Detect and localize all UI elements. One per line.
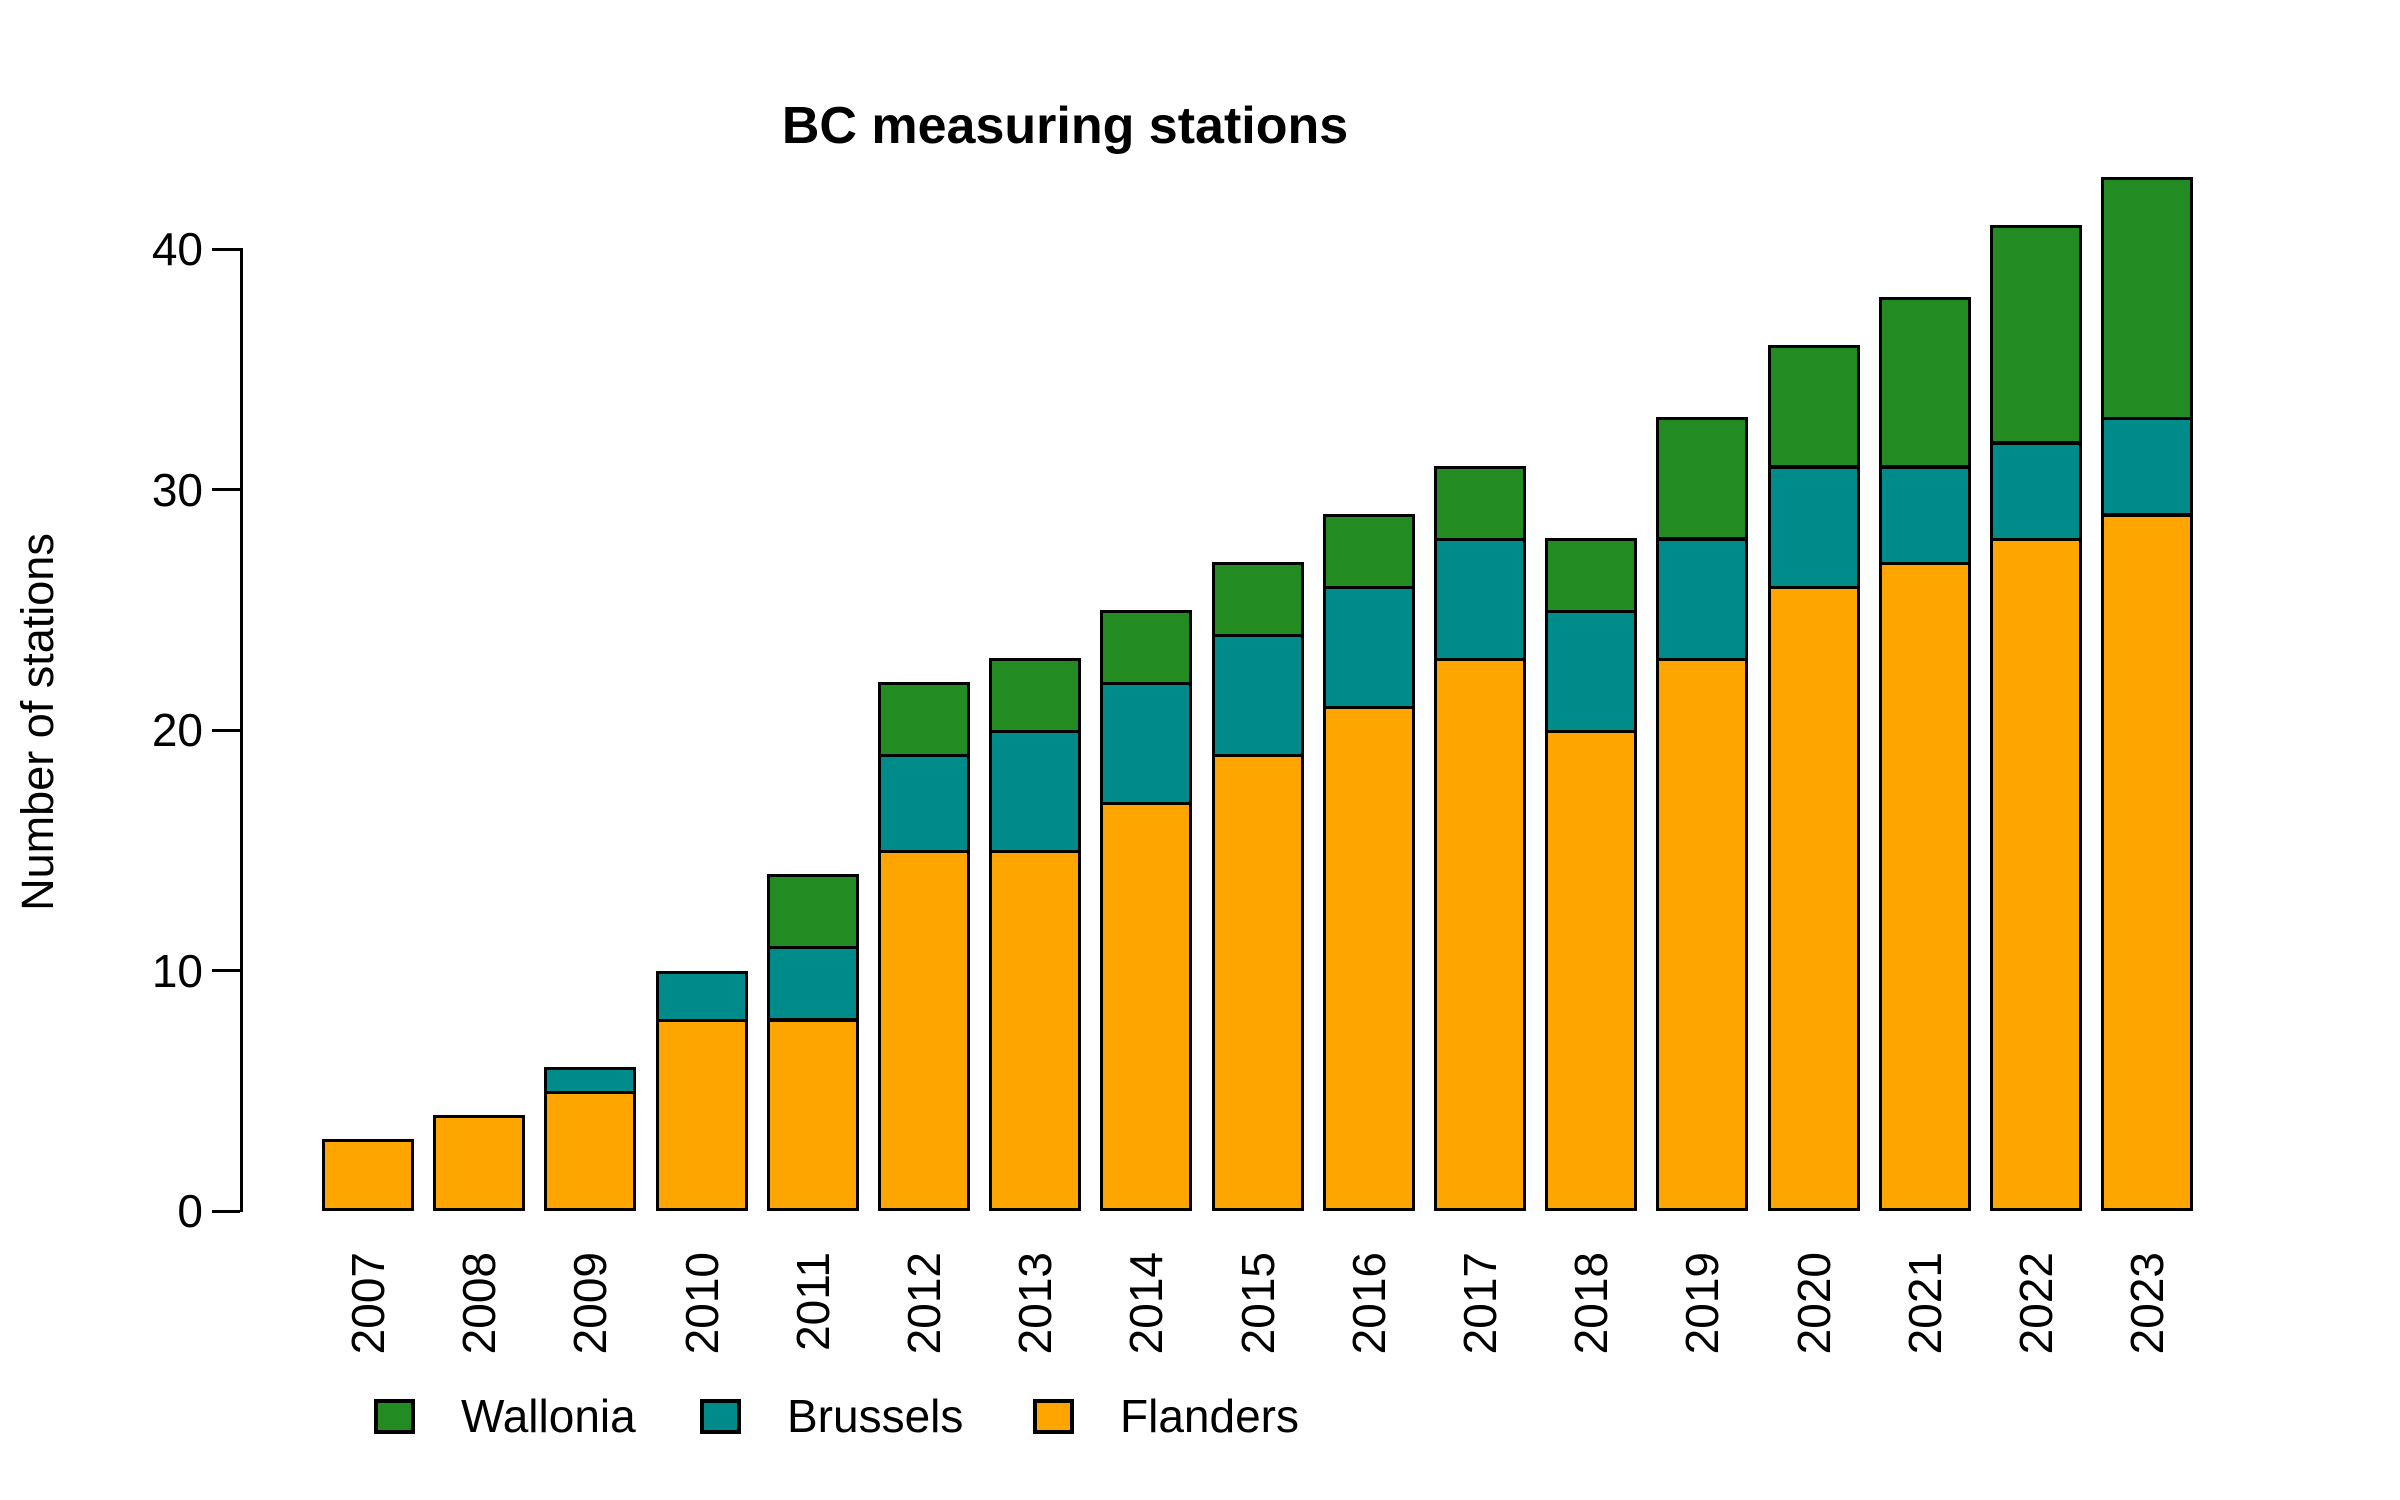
bar-segment-wallonia-2015 xyxy=(1212,562,1304,637)
y-tick-label: 20 xyxy=(151,704,203,757)
bar-segment-brussels-2011 xyxy=(767,946,859,1021)
bar-segment-brussels-2021 xyxy=(1879,466,1971,565)
bar-segment-flanders-2020 xyxy=(1768,586,1860,1211)
bar-segment-wallonia-2011 xyxy=(767,874,859,949)
bar-segment-brussels-2022 xyxy=(1990,442,2082,541)
y-tick-mark xyxy=(212,728,240,732)
bar-segment-wallonia-2019 xyxy=(1656,417,1748,540)
y-tick-mark xyxy=(212,969,240,973)
bar-segment-flanders-2014 xyxy=(1100,802,1192,1211)
bar-segment-brussels-2013 xyxy=(989,730,1081,853)
x-tick-label-2020: 2020 xyxy=(1787,1252,1840,1355)
legend-item-flanders: Flanders xyxy=(1033,1392,1299,1440)
bar-segment-flanders-2013 xyxy=(989,850,1081,1211)
bar-segment-wallonia-2020 xyxy=(1768,345,1860,468)
bar-segment-flanders-2007 xyxy=(322,1139,414,1211)
bar-segment-wallonia-2018 xyxy=(1545,538,1637,613)
bar-segment-flanders-2015 xyxy=(1212,754,1304,1211)
bar-segment-wallonia-2021 xyxy=(1879,297,1971,468)
legend-label: Flanders xyxy=(1120,1390,1299,1442)
x-tick-label-2016: 2016 xyxy=(1342,1252,1395,1355)
bar-segment-flanders-2009 xyxy=(544,1091,636,1211)
legend-label: Brussels xyxy=(787,1390,964,1442)
bar-segment-flanders-2016 xyxy=(1323,706,1415,1211)
x-tick-label-2022: 2022 xyxy=(2010,1252,2062,1355)
x-tick-label-2023: 2023 xyxy=(2121,1252,2174,1355)
chart-title: BC measuring stations xyxy=(781,97,1349,155)
y-tick-label: 10 xyxy=(151,944,203,997)
y-tick-mark xyxy=(212,1209,240,1213)
bar-segment-flanders-2022 xyxy=(1990,538,2082,1211)
legend-swatch-flanders xyxy=(1033,1398,1074,1434)
x-tick-label-2021: 2021 xyxy=(1898,1252,1951,1355)
bar-segment-flanders-2017 xyxy=(1434,658,1526,1211)
bar-segment-flanders-2010 xyxy=(656,1019,748,1211)
bar-segment-brussels-2012 xyxy=(878,754,970,853)
legend-item-wallonia: Wallonia xyxy=(374,1392,636,1440)
bar-segment-wallonia-2017 xyxy=(1434,466,1526,541)
bar-segment-brussels-2010 xyxy=(656,971,748,1022)
bar-segment-brussels-2018 xyxy=(1545,610,1637,733)
bar-segment-brussels-2017 xyxy=(1434,538,1526,661)
bar-segment-flanders-2012 xyxy=(878,850,970,1211)
y-tick-label: 30 xyxy=(151,463,203,516)
bar-segment-brussels-2015 xyxy=(1212,634,1304,757)
legend-item-brussels: Brussels xyxy=(700,1392,963,1440)
bar-segment-wallonia-2016 xyxy=(1323,514,1415,589)
bar-segment-brussels-2016 xyxy=(1323,586,1415,709)
bar-segment-brussels-2020 xyxy=(1768,466,1860,589)
bar-segment-flanders-2018 xyxy=(1545,730,1637,1211)
bar-segment-wallonia-2013 xyxy=(989,658,1081,733)
x-tick-label-2017: 2017 xyxy=(1454,1252,1506,1355)
bar-segment-wallonia-2023 xyxy=(2101,177,2193,420)
bar-segment-brussels-2023 xyxy=(2101,417,2193,516)
bar-segment-brussels-2019 xyxy=(1656,538,1748,661)
y-tick-mark xyxy=(212,488,240,492)
bar-segment-wallonia-2022 xyxy=(1990,225,2082,444)
y-axis-label: Number of stations xyxy=(12,533,63,911)
bar-segment-flanders-2008 xyxy=(433,1115,525,1211)
legend-label: Wallonia xyxy=(461,1390,636,1442)
y-axis-line xyxy=(240,247,243,1213)
bar-segment-flanders-2023 xyxy=(2101,514,2193,1211)
bar-segment-wallonia-2014 xyxy=(1100,610,1192,685)
bar-segment-brussels-2009 xyxy=(544,1067,636,1094)
bar-segment-wallonia-2012 xyxy=(878,682,970,757)
x-tick-label-2018: 2018 xyxy=(1565,1252,1618,1355)
bar-segment-flanders-2021 xyxy=(1879,562,1971,1211)
y-tick-mark xyxy=(212,247,240,251)
bar-segment-brussels-2014 xyxy=(1100,682,1192,805)
x-tick-label-2019: 2019 xyxy=(1676,1252,1729,1355)
y-tick-label: 0 xyxy=(177,1185,203,1237)
legend-swatch-brussels xyxy=(700,1398,741,1434)
y-tick-label: 40 xyxy=(151,223,203,276)
bar-segment-flanders-2011 xyxy=(767,1019,859,1211)
legend-swatch-wallonia xyxy=(374,1398,415,1434)
bar-segment-flanders-2019 xyxy=(1656,658,1748,1211)
